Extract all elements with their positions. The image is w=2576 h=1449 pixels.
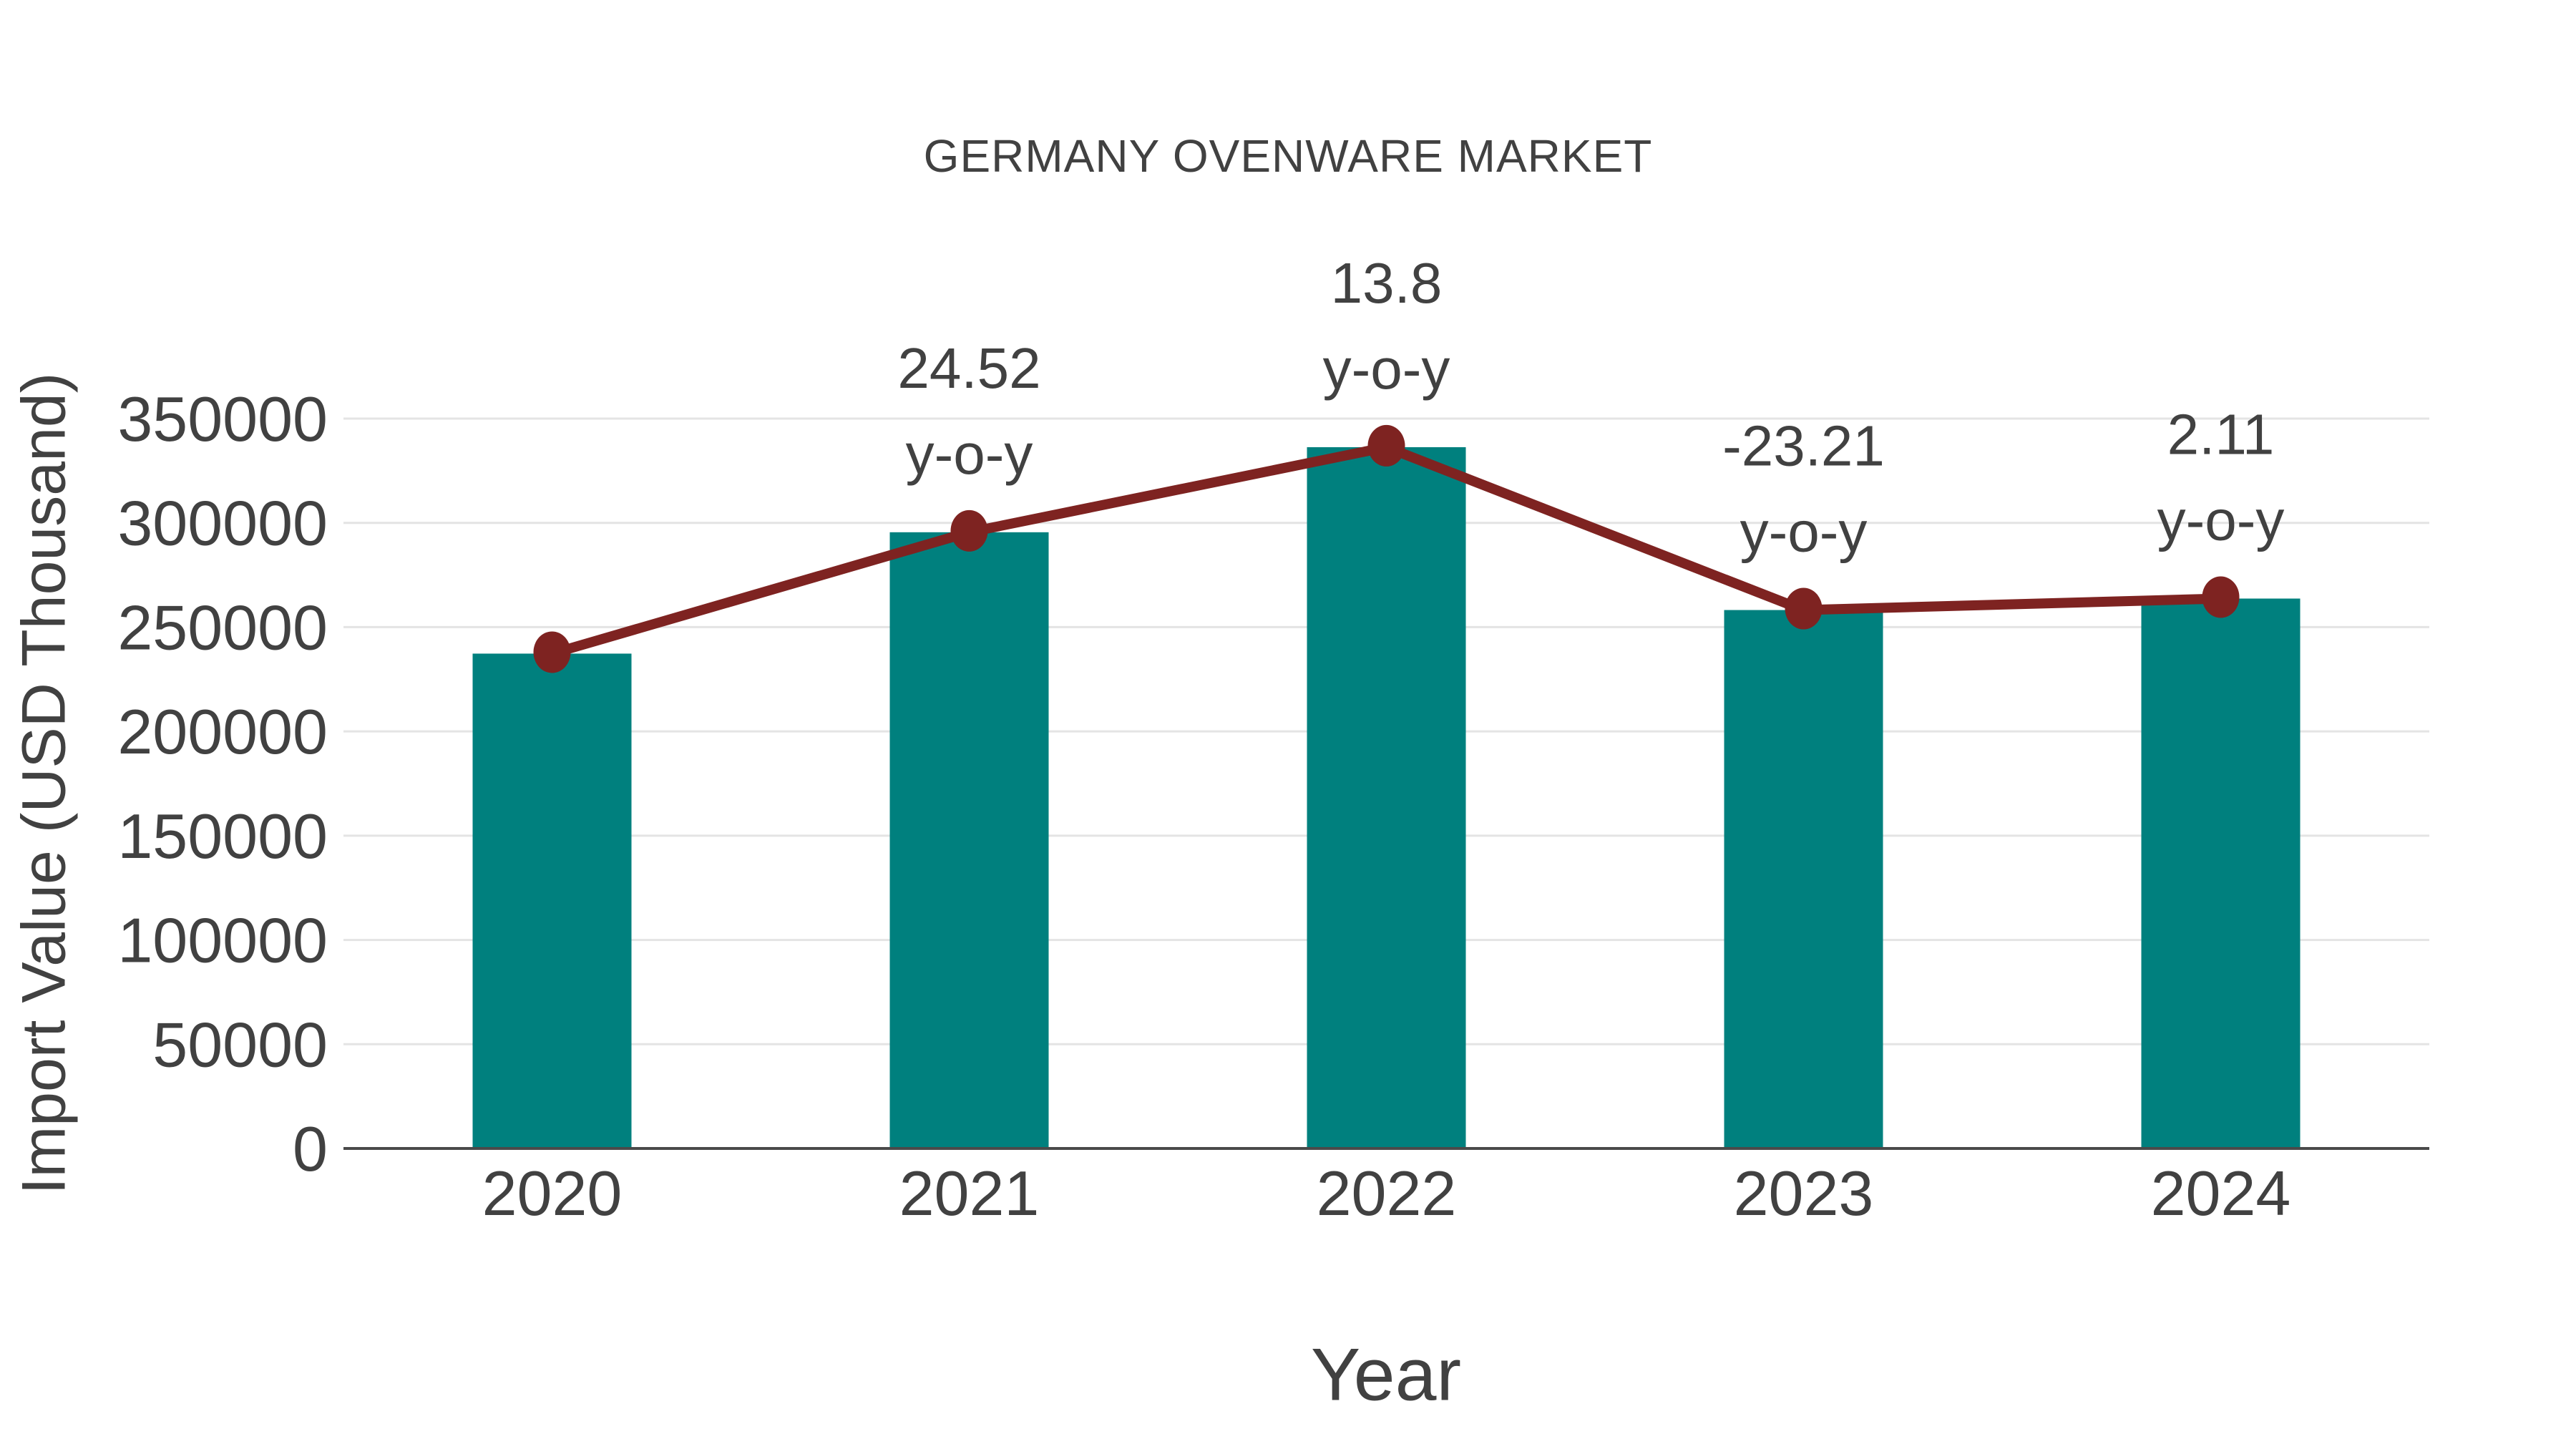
y-tick-label: 150000	[117, 801, 328, 872]
x-tick-label: 2023	[1734, 1158, 1874, 1229]
x-tick-label: 2022	[1317, 1158, 1457, 1229]
annotation-suffix: y-o-y	[1323, 337, 1450, 401]
line-marker-2022	[1367, 424, 1405, 467]
annotation-suffix: y-o-y	[1740, 500, 1868, 564]
annotation-value: 24.52	[897, 336, 1040, 400]
line-marker-2021	[950, 509, 988, 552]
bar-2024	[2141, 598, 2301, 1148]
annotation-value: 13.8	[1331, 251, 1443, 315]
line-marker-2020	[533, 631, 571, 673]
y-tick-label: 300000	[117, 488, 328, 559]
x-axis-title: Year	[1310, 1333, 1462, 1417]
x-tick-label: 2020	[482, 1158, 623, 1229]
x-tick-label: 2024	[2151, 1158, 2291, 1229]
y-tick-label: 250000	[117, 592, 328, 663]
y-tick-label: 100000	[117, 905, 328, 976]
chart-title: GERMANY OVENWARE MARKET	[923, 130, 1653, 182]
annotation-suffix: y-o-y	[906, 422, 1033, 486]
y-tick-label: 350000	[117, 384, 328, 454]
x-tick-label: 2021	[899, 1158, 1040, 1229]
bar-2022	[1307, 447, 1466, 1148]
y-tick-label: 50000	[152, 1009, 328, 1080]
y-tick-label: 200000	[117, 696, 328, 767]
bar-2023	[1724, 610, 1883, 1148]
line-marker-2023	[1785, 587, 1823, 630]
annotation-value: -23.21	[1722, 414, 1885, 478]
annotation-suffix: y-o-y	[2157, 489, 2285, 552]
line-marker-2024	[2202, 576, 2240, 618]
bar-2021	[889, 532, 1049, 1148]
y-tick-label: 0	[293, 1113, 328, 1184]
annotation-value: 2.11	[2167, 403, 2275, 467]
bar-2020	[472, 653, 632, 1148]
